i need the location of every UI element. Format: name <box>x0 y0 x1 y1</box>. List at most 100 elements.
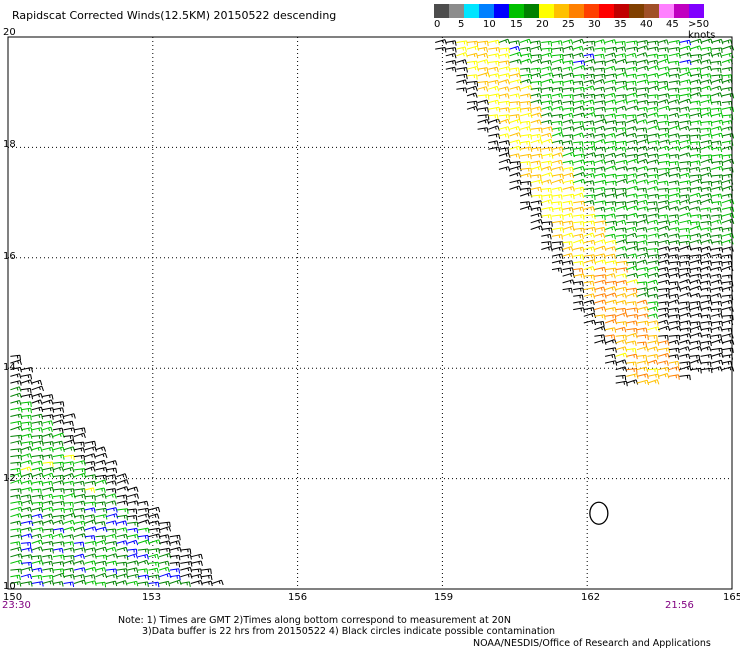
wind-barb <box>73 574 86 580</box>
wind-barb <box>519 112 533 119</box>
wind-barb <box>615 105 627 112</box>
wind-barb <box>658 133 670 139</box>
wind-barb <box>73 520 86 527</box>
wind-barb <box>700 65 712 72</box>
wind-barb <box>711 112 724 119</box>
wind-barb <box>626 379 639 385</box>
wind-barb <box>658 153 671 159</box>
lon-label-159: 159 <box>434 592 454 603</box>
wind-barb <box>541 160 553 167</box>
legend-labels: 0 5 10 15 20 25 30 35 40 45 >50 knots <box>434 19 734 41</box>
wind-barb <box>721 52 734 59</box>
wind-barb <box>721 319 734 326</box>
wind-barb <box>583 73 595 80</box>
wind-barb <box>52 432 65 438</box>
wind-barb <box>594 118 607 125</box>
wind-barb <box>668 233 680 239</box>
wind-barb <box>689 134 701 140</box>
legend-label: 25 <box>562 19 575 30</box>
wind-barb <box>52 514 65 521</box>
wind-barb <box>562 287 573 294</box>
wind-barb <box>42 420 54 426</box>
wind-barb <box>711 85 723 92</box>
wind-barb <box>105 500 117 506</box>
wind-barb <box>647 112 659 118</box>
wind-barb <box>711 300 723 307</box>
wind-barb <box>583 307 595 313</box>
wind-barb <box>636 252 650 259</box>
wind-barb <box>84 540 97 547</box>
wind-barb <box>679 346 691 352</box>
wind-barb <box>20 441 34 447</box>
wind-barb <box>647 159 660 165</box>
wind-barb <box>647 293 659 300</box>
wind-barb <box>10 380 22 386</box>
wind-barb <box>615 192 628 198</box>
wind-barb <box>530 67 542 74</box>
wind-barb <box>530 160 542 166</box>
wind-barb <box>658 272 671 279</box>
wind-barb <box>721 179 734 185</box>
wind-barb <box>52 572 65 579</box>
wind-barb <box>477 94 490 100</box>
wind-barb <box>10 359 22 365</box>
wind-barb <box>116 580 128 586</box>
wind-barb <box>658 307 669 313</box>
wind-barb <box>573 294 584 301</box>
wind-barb <box>562 151 576 158</box>
wind-barb <box>604 260 618 266</box>
wind-barb <box>541 194 553 200</box>
wind-barb <box>127 567 139 573</box>
wind-barb <box>658 99 670 105</box>
wind-barb <box>658 72 671 78</box>
wind-barb <box>148 527 161 534</box>
wind-barb <box>700 207 712 213</box>
wind-barb <box>658 127 670 134</box>
wind-barb <box>31 513 43 520</box>
wind-barb <box>721 193 733 200</box>
wind-barb <box>689 206 701 212</box>
wind-barb <box>95 479 107 485</box>
wind-barb <box>52 419 65 425</box>
wind-barb <box>42 433 54 439</box>
wind-barb <box>466 45 480 52</box>
wind-barb <box>73 500 86 507</box>
wind-barb <box>636 354 648 361</box>
wind-barb <box>10 373 22 379</box>
wind-barb <box>615 121 627 127</box>
wind-barb <box>604 39 617 45</box>
wind-barb <box>10 534 23 540</box>
wind-barb <box>615 267 628 273</box>
wind-barb <box>700 139 713 146</box>
wind-barb <box>711 359 724 366</box>
wind-barb <box>636 172 649 179</box>
wind-barb <box>626 46 639 53</box>
wind-barb <box>530 106 542 112</box>
wind-barb <box>721 133 735 139</box>
wind-barb <box>541 221 553 227</box>
wind-barb <box>679 361 691 367</box>
wind-barb <box>530 40 542 46</box>
wind-barb <box>721 114 734 120</box>
wind-barb <box>20 374 33 380</box>
wind-barb <box>105 467 118 474</box>
legend-label: 45 <box>666 19 679 30</box>
wind-barb <box>604 65 616 72</box>
wind-barb <box>636 134 648 140</box>
wind-barb <box>551 267 563 273</box>
wind-barb <box>594 67 606 74</box>
wind-barb <box>700 166 712 173</box>
wind-barb <box>647 125 660 131</box>
wind-barb <box>519 93 532 99</box>
wind-barb <box>573 112 586 119</box>
wind-barb <box>626 332 638 339</box>
wind-barb <box>583 232 595 238</box>
wind-barb <box>689 67 702 73</box>
wind-barb <box>605 280 618 287</box>
wind-barb <box>20 506 32 513</box>
wind-barb <box>127 493 139 499</box>
wind-barb <box>477 107 489 113</box>
wind-barb <box>658 105 671 112</box>
wind-barb <box>84 507 96 513</box>
wind-barb <box>636 179 649 185</box>
